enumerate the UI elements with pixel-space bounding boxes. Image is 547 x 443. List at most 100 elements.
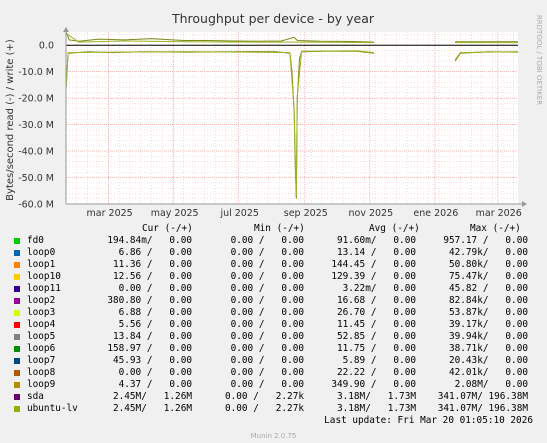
series-ubuntu-lv-read — [65, 50, 519, 197]
legend-swatch — [14, 250, 20, 256]
legend-swatch — [14, 382, 20, 388]
legend-min: 0.00 / 0.00 — [230, 235, 304, 246]
legend-cur: 6.88 / 0.00 — [118, 307, 192, 318]
legend-swatch — [14, 238, 20, 244]
legend-min: 0.00 / 2.27k — [224, 391, 304, 402]
legend-swatch — [14, 370, 20, 376]
legend-avg: 91.60m/ 0.00 — [336, 235, 416, 246]
legend-min: 0.00 / 0.00 — [230, 379, 304, 390]
legend-min: 0.00 / 0.00 — [230, 271, 304, 282]
series-sda-write — [65, 31, 518, 43]
x-tick-label: nov 2025 — [348, 208, 393, 219]
legend-row: ubuntu-lv 2.45M/ 1.26M 0.00 / 2.27k 3.18M/ … — [0, 403, 547, 415]
legend-cur: 11.36 / 0.00 — [112, 259, 192, 270]
legend-min: 0.00 / 0.00 — [230, 259, 304, 270]
legend-max: 50.80k/ 0.00 — [448, 259, 528, 270]
legend-swatch — [14, 322, 20, 328]
y-tick-label: -20.0 M — [18, 94, 54, 105]
rrdtool-credit: RRDTOOL / TOBI OETIKER — [535, 15, 543, 105]
legend-max: 82.84k/ 0.00 — [448, 295, 528, 306]
x-axis-arrow-icon — [522, 201, 527, 207]
legend-row: loop5 13.84 / 0.00 0.00 / 0.00 52.85 / 0.00… — [0, 331, 547, 343]
header-min: Min (-/+) — [254, 223, 305, 234]
munin-version: Munin 2.0.75 — [250, 432, 297, 440]
last-update: Last update: Fri Mar 20 01:05:10 2026 — [324, 415, 533, 426]
legend-name: loop1 — [27, 259, 56, 270]
y-tick-label: -50.0 M — [18, 173, 54, 184]
legend-max: 20.43k/ 0.00 — [448, 355, 528, 366]
legend-name: loop11 — [27, 283, 61, 294]
legend-name: loop5 — [27, 331, 56, 342]
legend-swatch — [14, 286, 20, 292]
legend-max: 75.47k/ 0.00 — [448, 271, 528, 282]
grid — [65, 32, 518, 205]
series-lines — [65, 31, 519, 199]
legend-cur: 12.56 / 0.00 — [112, 271, 192, 282]
legend-name: loop8 — [27, 367, 56, 378]
legend-cur: 0.00 / 0.00 — [118, 283, 192, 294]
y-tick-label: 0.0 — [39, 41, 54, 52]
x-tick-label: jul 2025 — [219, 208, 259, 219]
legend-avg: 3.18M/ 1.73M — [336, 391, 416, 402]
legend-swatch — [14, 346, 20, 352]
legend-cur: 45.93 / 0.00 — [112, 355, 192, 366]
legend-cur: 2.45M/ 1.26M — [112, 403, 192, 414]
x-tick-label: mar 2026 — [476, 208, 522, 219]
legend-name: loop4 — [27, 319, 56, 330]
legend-row: fd0 194.84m/ 0.00 0.00 / 0.00 91.60m/ 0.00 9… — [0, 235, 547, 247]
legend-avg: 144.45 / 0.00 — [331, 259, 416, 270]
legend-row: sda 2.45M/ 1.26M 0.00 / 2.27k 3.18M/ 1.73M 3… — [0, 391, 547, 403]
legend-avg: 13.14 / 0.00 — [336, 247, 416, 258]
y-tick-label: -30.0 M — [18, 120, 54, 131]
legend-name: loop6 — [27, 343, 56, 354]
plot-area — [66, 32, 518, 204]
y-ticks: 0.0 -10.0 M -20.0 M -30.0 M -40.0 M -50.0 M -6… — [18, 41, 54, 211]
x-tick-label: sep 2025 — [284, 208, 328, 219]
legend-name: ubuntu-lv — [27, 403, 78, 414]
legend-max: 42.01k/ 0.00 — [448, 367, 528, 378]
legend-min: 0.00 / 0.00 — [230, 247, 304, 258]
legend-cur: 2.45M/ 1.26M — [112, 391, 192, 402]
y-axis-label: Bytes/second read (-) / write (+) — [5, 39, 16, 201]
legend-min: 0.00 / 0.00 — [230, 343, 304, 354]
legend-row: loop11 0.00 / 0.00 0.00 / 0.00 3.22m/ 0.00 4… — [0, 283, 547, 295]
legend-cur: 6.86 / 0.00 — [118, 247, 192, 258]
legend-min: 0.00 / 0.00 — [230, 319, 304, 330]
series-ubuntu-lv-write — [65, 32, 518, 44]
throughput-chart: Throughput per device - by year Bytes/se… — [5, 11, 543, 219]
legend-min: 0.00 / 0.00 — [230, 307, 304, 318]
legend-name: fd0 — [27, 235, 44, 246]
legend-max: 341.07M/ 196.38M — [437, 403, 528, 414]
y-tick-label: -40.0 M — [18, 147, 54, 158]
legend-row: loop7 45.93 / 0.00 0.00 / 0.00 5.89 / 0.00 2… — [0, 355, 547, 367]
legend-name: loop0 — [27, 247, 56, 258]
legend-avg: 129.39 / 0.00 — [331, 271, 416, 282]
legend-cur: 158.97 / 0.00 — [107, 343, 192, 354]
legend-max: 42.79k/ 0.00 — [448, 247, 528, 258]
y-tick-label: -10.0 M — [18, 67, 54, 78]
header-cur: Cur (-/+) — [142, 223, 193, 234]
legend-min: 0.00 / 0.00 — [230, 355, 304, 366]
legend-swatch — [14, 310, 20, 316]
header-max: Max (-/+) — [470, 223, 521, 234]
legend-swatch — [14, 406, 20, 412]
legend-avg: 11.75 / 0.00 — [336, 343, 416, 354]
legend-swatch — [14, 394, 20, 400]
legend-row: loop8 0.00 / 0.00 0.00 / 0.00 22.22 / 0.00 4… — [0, 367, 547, 379]
legend-row: loop9 4.37 / 0.00 0.00 / 0.00 349.90 / 0.00… — [0, 379, 547, 391]
legend-avg: 349.90 / 0.00 — [331, 379, 416, 390]
y-axis-arrow-icon — [63, 27, 69, 32]
legend-max: 39.94k/ 0.00 — [448, 331, 528, 342]
legend-cur: 194.84m/ 0.00 — [107, 235, 192, 246]
legend-cur: 0.00 / 0.00 — [118, 367, 192, 378]
chart-title: Throughput per device - by year — [171, 11, 375, 26]
legend-name: loop2 — [27, 295, 56, 306]
header-avg: Avg (-/+) — [369, 223, 420, 234]
legend-avg: 22.22 / 0.00 — [336, 367, 416, 378]
legend-avg: 3.18M/ 1.73M — [336, 403, 416, 414]
x-ticks: mar 2025 may 2025 jul 2025 sep 2025 nov 2025… — [87, 208, 522, 219]
legend-avg: 3.22m/ 0.00 — [342, 283, 416, 294]
legend-max: 38.71k/ 0.00 — [448, 343, 528, 354]
legend-max: 53.87k/ 0.00 — [448, 307, 528, 318]
legend-min: 0.00 / 2.27k — [224, 403, 304, 414]
